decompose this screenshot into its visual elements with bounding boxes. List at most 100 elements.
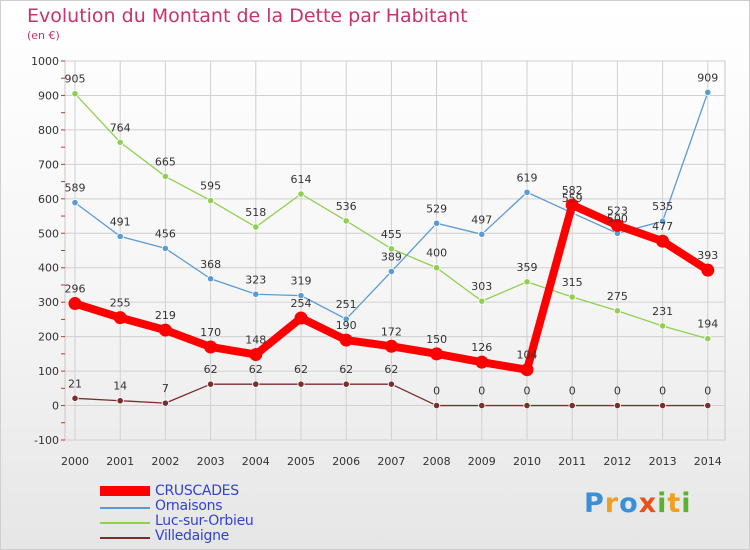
data-label: 303 xyxy=(471,280,492,293)
data-label: 559 xyxy=(562,192,583,205)
data-point xyxy=(430,347,444,361)
label-layer: 21 14 7 62 62 62 62 62 0 0 0 0 0 0 0 905 764 665 595 518 614… xyxy=(65,71,719,397)
data-point xyxy=(161,399,169,407)
data-point xyxy=(252,380,260,388)
data-label: 491 xyxy=(110,215,131,228)
data-point xyxy=(387,380,395,388)
data-point xyxy=(297,380,305,388)
chart-title: Evolution du Montant de la Dette par Hab… xyxy=(27,5,468,27)
data-point xyxy=(68,297,82,311)
grid-layer xyxy=(64,60,726,441)
data-label: 7 xyxy=(162,382,169,395)
data-label: 455 xyxy=(381,228,402,241)
data-label: 529 xyxy=(426,202,447,215)
data-point xyxy=(294,311,308,325)
data-label: 0 xyxy=(569,385,576,398)
data-point xyxy=(475,355,489,369)
x-tick-label: 2001 xyxy=(106,455,134,468)
data-point xyxy=(339,333,353,347)
data-point xyxy=(116,138,124,146)
x-tick-label: 2009 xyxy=(468,455,496,468)
legend-label-villedaigne: Villedaigne xyxy=(155,528,229,544)
data-label: 323 xyxy=(245,273,266,286)
data-point xyxy=(613,307,622,315)
x-tick-label: 2003 xyxy=(197,455,225,468)
logo-letter: x xyxy=(638,488,658,519)
data-point xyxy=(297,190,305,198)
y-tick-label: 500 xyxy=(38,227,59,240)
data-point xyxy=(384,339,398,353)
logo-letter: r xyxy=(604,488,620,519)
data-label: 62 xyxy=(249,363,263,376)
x-tick-label: 2011 xyxy=(558,455,586,468)
data-point xyxy=(116,232,124,240)
data-label: 62 xyxy=(384,363,398,376)
data-point xyxy=(204,340,218,354)
data-point xyxy=(71,199,79,207)
data-point xyxy=(207,196,215,205)
y-tick-label: 700 xyxy=(38,158,59,171)
data-label: 296 xyxy=(65,283,86,296)
data-label: 536 xyxy=(336,200,357,213)
data-label: 905 xyxy=(65,73,86,86)
x-tick-label: 2014 xyxy=(694,455,722,468)
data-label: 251 xyxy=(336,298,357,311)
logo-letter: P xyxy=(584,488,605,519)
x-tick-label: 2004 xyxy=(242,455,270,468)
data-point xyxy=(252,223,260,231)
data-point xyxy=(478,297,486,305)
data-label: 614 xyxy=(291,173,312,186)
data-label: 14 xyxy=(113,380,127,393)
data-point xyxy=(704,401,712,410)
data-point xyxy=(432,219,441,227)
y-tick-label: 0 xyxy=(52,400,59,413)
data-point xyxy=(520,363,534,377)
legend-swatch-luc-sur-orbieu xyxy=(100,522,150,524)
x-tick-label: 2008 xyxy=(423,455,451,468)
data-label: 359 xyxy=(517,261,538,274)
data-point xyxy=(207,380,215,388)
proxiti-logo: Proxiti xyxy=(584,488,692,519)
data-label: 497 xyxy=(471,213,492,226)
data-label: 255 xyxy=(110,297,131,310)
data-label: 231 xyxy=(652,305,673,318)
data-label: 0 xyxy=(704,385,711,398)
data-label: 172 xyxy=(381,325,402,338)
data-point xyxy=(297,292,305,300)
data-label: 393 xyxy=(697,249,718,262)
data-label: 0 xyxy=(659,385,666,398)
data-label: 456 xyxy=(155,227,176,240)
data-point xyxy=(704,335,712,343)
data-label: 62 xyxy=(294,363,308,376)
legend-swatch-cruscades xyxy=(100,486,150,496)
logo-letter: i xyxy=(657,488,668,519)
x-tick-label: 2002 xyxy=(151,455,179,468)
x-tick-label: 2007 xyxy=(377,455,405,468)
logo-letter: o xyxy=(619,488,639,519)
data-label: 368 xyxy=(200,258,221,271)
legend-label-ornaisons: Ornaisons xyxy=(155,498,223,514)
data-point xyxy=(568,401,576,410)
data-point xyxy=(523,401,531,410)
data-point xyxy=(656,234,670,248)
y-tick-label: -100 xyxy=(34,434,59,447)
data-label: 477 xyxy=(652,220,673,233)
data-point xyxy=(432,264,441,272)
data-label: 582 xyxy=(562,184,583,197)
data-point xyxy=(71,90,79,98)
x-tick-label: 2010 xyxy=(513,455,541,468)
y-tick-label: 100 xyxy=(38,365,59,378)
data-label: 126 xyxy=(471,341,492,354)
legend-swatch-villedaigne xyxy=(100,537,150,539)
data-label: 315 xyxy=(562,276,583,289)
data-label: 0 xyxy=(524,385,531,398)
data-point xyxy=(161,172,169,181)
y-tick-label: 1000 xyxy=(31,55,59,68)
x-tick-label: 2000 xyxy=(61,455,89,468)
x-tick-label: 2012 xyxy=(603,455,631,468)
x-tick-label: 2013 xyxy=(649,455,677,468)
data-label: 500 xyxy=(607,212,628,225)
data-point xyxy=(207,275,215,283)
